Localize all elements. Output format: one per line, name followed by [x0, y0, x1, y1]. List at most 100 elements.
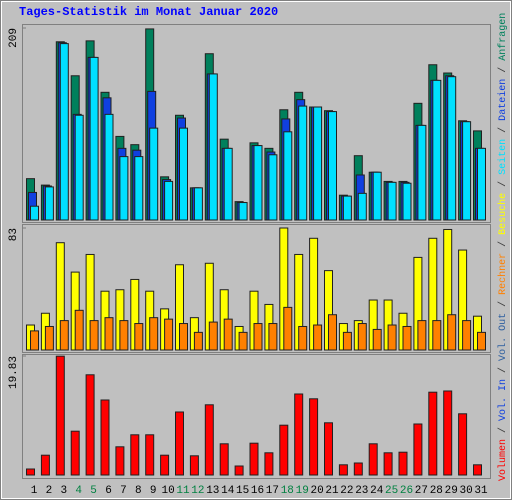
bar	[264, 452, 274, 476]
x-tick-label: 5	[90, 485, 97, 497]
x-tick-label: 4	[75, 485, 82, 497]
side-legend: Volumen / Vol. In / Vol. Out / Rechner /…	[497, 13, 509, 481]
bar	[115, 446, 125, 476]
bar	[447, 76, 457, 221]
bar	[44, 186, 54, 221]
bar	[149, 317, 159, 351]
x-tick-label: 30	[459, 485, 472, 497]
bar	[40, 454, 50, 476]
x-tick-label: 19	[296, 485, 309, 497]
x-tick-label: 8	[135, 485, 142, 497]
bar	[313, 324, 323, 351]
bar	[279, 424, 289, 476]
legend-separator: /	[497, 361, 509, 379]
bar	[313, 106, 323, 221]
x-tick-label: 25	[385, 485, 398, 497]
legend-entry: Volumen	[497, 439, 509, 481]
bar	[402, 182, 412, 221]
x-tick-label: 2	[46, 485, 53, 497]
x-tick-label: 17	[266, 485, 279, 497]
bar	[294, 393, 304, 476]
bar	[134, 156, 144, 221]
bar	[283, 306, 293, 351]
bar	[383, 452, 393, 476]
bar	[387, 181, 397, 221]
bar	[160, 454, 170, 476]
x-tick-label: 27	[415, 485, 428, 497]
bar	[432, 79, 442, 221]
bar	[309, 398, 319, 476]
x-tick-label: 3	[60, 485, 67, 497]
bar	[104, 317, 114, 351]
chart-title: Tages-Statistik im Monat Januar 2020	[19, 5, 278, 19]
x-tick-label: 26	[400, 485, 413, 497]
bar	[193, 187, 203, 221]
legend-entry: Vol. In	[497, 379, 509, 421]
legend-separator: /	[497, 295, 509, 313]
bar	[74, 309, 84, 351]
bar	[402, 325, 412, 351]
bar	[119, 320, 129, 351]
x-tick-label: 13	[206, 485, 219, 497]
legend-entry: Vol. Out	[497, 313, 509, 361]
bar	[268, 154, 278, 221]
bar	[100, 399, 110, 476]
bar	[328, 111, 337, 221]
bar	[417, 320, 427, 351]
x-tick-label: 24	[370, 485, 384, 497]
bar	[89, 320, 99, 351]
bar	[372, 328, 382, 351]
bar	[193, 331, 203, 351]
bar	[328, 314, 337, 351]
bar	[417, 124, 427, 221]
legend-separator: /	[497, 121, 509, 139]
bar	[223, 318, 233, 351]
bar	[104, 113, 114, 221]
bar	[223, 147, 233, 221]
bar	[164, 318, 174, 351]
legend-separator: /	[497, 421, 509, 439]
bar	[70, 430, 80, 476]
bar	[164, 180, 174, 221]
bar	[219, 443, 229, 476]
bar	[462, 121, 472, 221]
x-tick-label: 1	[31, 485, 38, 497]
bar	[283, 131, 293, 221]
bar	[208, 73, 218, 221]
bar	[413, 423, 423, 476]
bar	[55, 355, 65, 476]
bar	[473, 464, 482, 476]
legend-separator: /	[497, 61, 509, 79]
bar	[134, 323, 144, 351]
x-tick-label: 28	[430, 485, 443, 497]
bar	[387, 324, 397, 351]
bar	[443, 390, 453, 476]
x-tick-label: 16	[251, 485, 264, 497]
bar	[432, 320, 442, 351]
x-tick-label: 14	[221, 485, 235, 497]
bar	[253, 323, 263, 351]
bar	[268, 323, 278, 351]
x-tick-label: 22	[340, 485, 353, 497]
bar	[458, 413, 468, 476]
bar	[30, 330, 39, 351]
bar	[253, 145, 263, 221]
bar	[477, 331, 486, 351]
legend-separator: /	[497, 175, 509, 193]
bar	[372, 171, 382, 221]
x-tick-label: 15	[236, 485, 249, 497]
bar	[26, 468, 35, 476]
bar	[298, 325, 308, 351]
x-tick-label: 10	[161, 485, 174, 497]
legend-entry: Besuche	[497, 193, 509, 235]
x-tick-label: 7	[120, 485, 127, 497]
bar	[179, 127, 188, 221]
legend-separator: /	[497, 235, 509, 253]
bar	[204, 404, 214, 476]
bar	[234, 465, 244, 476]
bar	[357, 323, 367, 351]
bar	[59, 320, 69, 351]
bar	[342, 195, 352, 221]
